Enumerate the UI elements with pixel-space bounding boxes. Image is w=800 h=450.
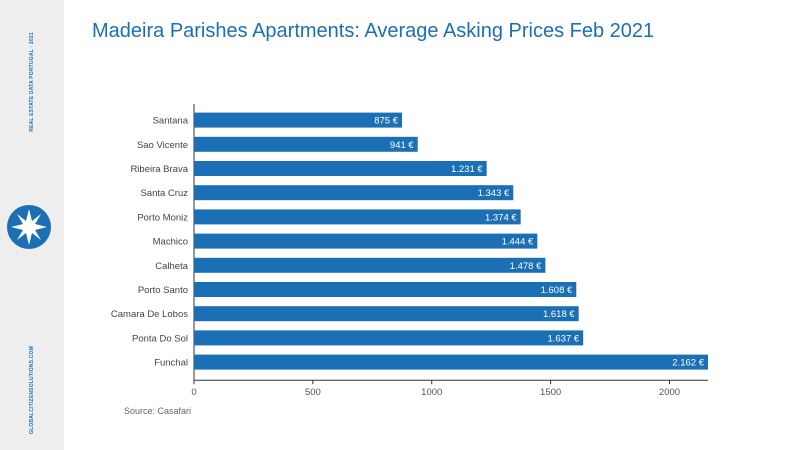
category-label: Ponta Do Sol [132,333,188,344]
x-tick-label: 1000 [421,387,442,398]
bar-ribeira-brava [194,161,487,176]
category-label: Santana [153,116,189,127]
value-label: 875 € [374,116,398,127]
category-label: Machico [153,237,188,248]
category-label: Camara De Lobos [111,309,188,320]
value-label: 1.637 € [547,333,579,344]
bar-camara-de-lobos [194,306,579,322]
bar-porto-santo [194,282,577,297]
value-label: 1.343 € [478,188,510,199]
bar-porto-moniz [194,209,521,225]
source-note: Source: Casafari [124,406,192,416]
bar-calheta [194,257,546,273]
x-tick-label: 500 [305,387,321,398]
bar-machico [194,233,538,249]
sidebar: REAL ESTATE DATA PORTUGAL · 2021 GLOBALC… [0,0,64,450]
bar-funchal [194,354,708,370]
bar-santa-cruz [194,185,514,201]
x-tick-label: 0 [191,387,196,398]
category-label: Porto Santo [138,285,188,296]
category-label: Calheta [155,261,188,272]
bar-sao-vicente [194,136,418,152]
x-tick-label: 2000 [659,387,680,398]
sidebar-top-caption: REAL ESTATE DATA PORTUGAL · 2021 [29,32,35,132]
bar-santana [194,112,403,128]
value-label: 1.444 € [502,237,534,248]
page-title: Madeira Parishes Apartments: Average Ask… [92,20,655,42]
value-label: 1.374 € [485,212,517,223]
value-label: 1.618 € [543,309,575,320]
x-tick-label: 1500 [540,387,561,398]
value-label: 1.231 € [451,164,483,175]
category-label: Sao Vicente [137,140,188,151]
bar-chart: Santana 875 € Sao Vicente 941 € Ribeira Brav… [111,104,708,398]
value-label: 1.608 € [541,285,573,296]
category-label: Santa Cruz [140,188,188,199]
category-label: Porto Moniz [137,212,188,223]
value-label: 1.478 € [510,261,542,272]
category-label: Ribeira Brava [130,164,188,175]
bar-ponta-do-sol [194,330,584,346]
sidebar-bottom-caption: GLOBALCITIZENSOLUTIONS.COM [29,346,35,434]
chart-area: Santana 875 € Sao Vicente 941 € Ribeira Brav… [64,90,800,410]
star-compass-icon [7,205,51,249]
value-label: 2.162 € [672,358,704,369]
value-label: 941 € [390,140,414,151]
category-label: Funchal [154,358,188,369]
